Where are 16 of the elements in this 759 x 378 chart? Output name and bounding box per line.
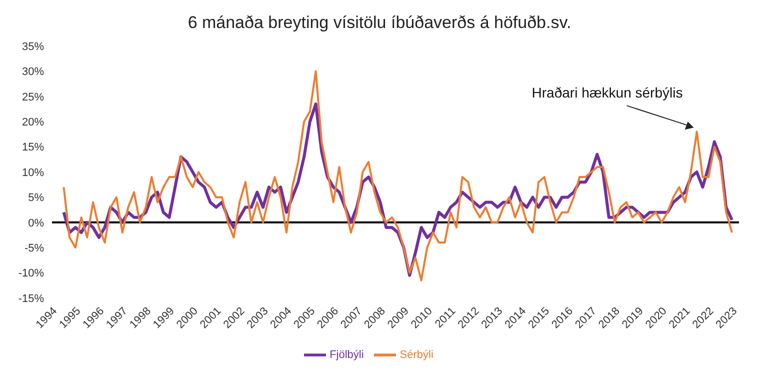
legend-label: Sérbýli — [400, 348, 434, 361]
annotation: Hraðari hækkun sérbýlis — [532, 84, 683, 101]
y-tick-label: 30% — [22, 66, 44, 78]
y-tick-label: 25% — [22, 91, 44, 104]
y-tick-label: 20% — [22, 116, 44, 129]
y-tick-label: -10% — [18, 268, 44, 280]
line-series — [62, 70, 733, 282]
legend-label: Fjölbýli — [330, 348, 364, 361]
chart-title: 6 mánaða breyting vísitölu íbúðaverðs á höfuðb.sv. — [186, 12, 572, 34]
y-tick-label: -15% — [18, 292, 44, 305]
y-tick-label: -5% — [24, 242, 44, 255]
y-tick-label: 35% — [22, 40, 44, 53]
y-tick-label: 10% — [22, 166, 44, 179]
y-tick-label: 5% — [28, 192, 44, 204]
y-tick-label: 15% — [22, 142, 44, 154]
y-tick-label: 0% — [28, 217, 44, 230]
